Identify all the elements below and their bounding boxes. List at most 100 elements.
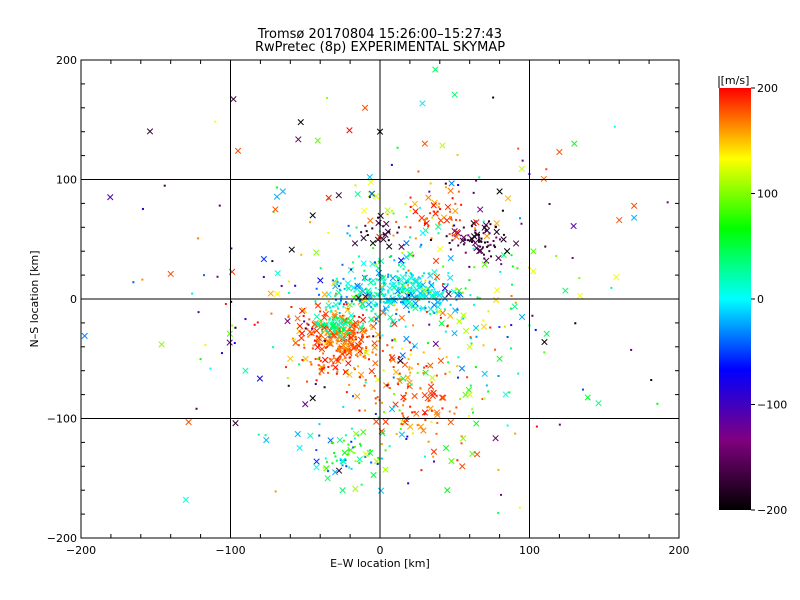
- data-point: [396, 270, 399, 273]
- data-point: [422, 369, 429, 376]
- data-point: [412, 277, 419, 285]
- data-point: [544, 245, 547, 248]
- data-point: [451, 224, 454, 227]
- data-point: [439, 301, 442, 304]
- data-point: [224, 302, 227, 305]
- data-point: [362, 355, 365, 358]
- data-point: [341, 327, 344, 330]
- data-point: [363, 279, 366, 282]
- data-point: [387, 300, 394, 307]
- data-point: [394, 340, 397, 343]
- data-point: [470, 233, 478, 240]
- data-point: [448, 370, 451, 373]
- colorbar: [719, 88, 751, 510]
- data-point: [270, 312, 273, 315]
- data-point: [519, 217, 522, 220]
- data-point: [323, 339, 326, 342]
- data-point: [416, 280, 423, 287]
- data-point: [386, 285, 393, 292]
- data-point: [312, 319, 319, 327]
- data-point: [387, 239, 390, 242]
- data-point: [393, 259, 396, 262]
- data-point: [348, 234, 351, 237]
- data-point: [336, 359, 339, 362]
- data-point: [336, 370, 339, 373]
- data-point: [531, 314, 534, 317]
- data-point: [371, 227, 374, 230]
- data-point: [318, 323, 325, 330]
- data-point: [335, 316, 338, 319]
- data-point: [367, 190, 375, 198]
- data-point: [437, 222, 440, 225]
- data-point: [382, 225, 385, 228]
- data-point: [447, 255, 454, 262]
- data-point: [331, 280, 338, 287]
- data-point: [397, 383, 400, 386]
- data-point: [233, 342, 236, 345]
- data-point: [314, 320, 321, 327]
- data-point: [346, 286, 349, 289]
- data-point: [506, 336, 509, 339]
- data-point: [368, 335, 371, 338]
- data-point: [412, 345, 415, 348]
- data-point: [494, 225, 497, 228]
- data-point: [341, 323, 344, 326]
- data-point: [453, 412, 456, 415]
- data-point: [397, 294, 400, 297]
- data-point: [417, 170, 420, 173]
- data-point: [199, 358, 202, 361]
- data-point: [306, 380, 309, 383]
- data-point: [319, 319, 322, 322]
- data-point: [335, 192, 342, 199]
- data-point: [488, 250, 491, 253]
- data-point: [397, 279, 400, 282]
- data-point: [377, 216, 380, 219]
- data-point: [226, 330, 234, 337]
- data-point: [318, 434, 321, 437]
- data-point: [379, 430, 386, 437]
- data-point: [416, 295, 419, 298]
- data-point: [390, 274, 393, 277]
- chart-subtitle: RwPretec (8p) EXPERIMENTAL SKYMAP: [255, 40, 505, 55]
- data-point: [398, 377, 401, 380]
- data-point: [493, 244, 496, 247]
- data-point: [370, 277, 377, 284]
- data-point: [324, 457, 327, 460]
- data-point: [373, 304, 376, 307]
- data-point: [389, 294, 392, 297]
- data-point: [285, 366, 288, 369]
- data-point: [502, 391, 509, 398]
- data-point: [355, 353, 358, 356]
- data-point: [351, 240, 359, 247]
- data-point: [438, 202, 441, 205]
- data-point: [365, 308, 368, 311]
- data-point: [314, 303, 317, 306]
- data-point: [309, 395, 316, 402]
- data-point: [488, 220, 491, 223]
- data-point: [323, 314, 326, 317]
- data-point: [411, 273, 414, 276]
- data-point: [411, 392, 418, 400]
- data-point: [313, 339, 316, 342]
- data-point: [395, 308, 398, 311]
- data-point: [408, 290, 411, 293]
- data-point: [402, 296, 405, 299]
- data-point: [327, 300, 330, 303]
- data-point: [403, 335, 410, 343]
- data-point: [427, 342, 430, 345]
- data-point: [460, 203, 463, 206]
- data-point: [371, 351, 374, 354]
- data-point: [389, 354, 392, 357]
- data-point: [406, 423, 414, 430]
- data-point: [364, 409, 367, 412]
- data-point: [310, 363, 313, 366]
- data-point: [424, 307, 427, 310]
- data-point: [412, 432, 415, 435]
- data-point: [477, 247, 484, 254]
- data-point: [410, 287, 413, 290]
- data-point: [442, 265, 445, 268]
- data-point: [398, 356, 401, 359]
- data-point: [481, 246, 484, 249]
- data-point: [407, 310, 410, 313]
